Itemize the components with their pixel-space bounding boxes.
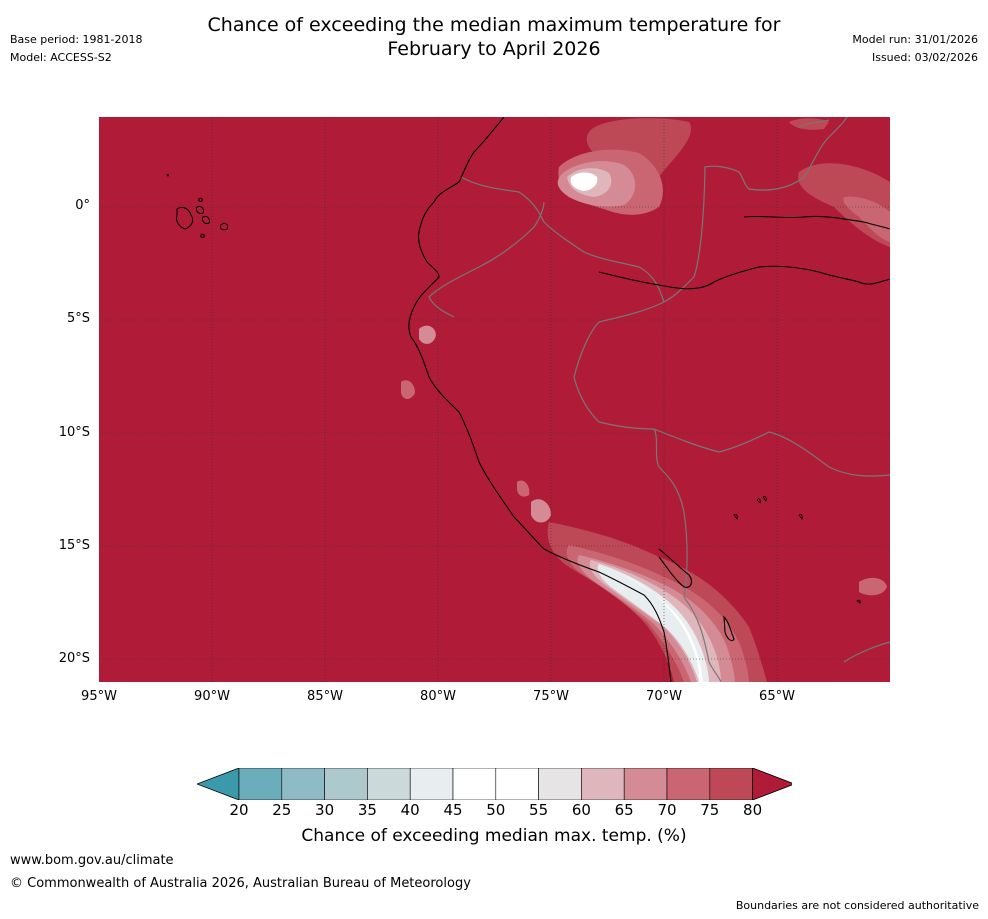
lat-label-0: 0° — [75, 198, 90, 213]
colorbar-arrow-high — [752, 767, 796, 801]
colorbar-swatch — [281, 767, 325, 801]
galapagos-islands — [166, 174, 228, 238]
model-run-text: Model run: 31/01/2026 — [852, 33, 978, 46]
base-period-text: Base period: 1981-2018 — [10, 33, 143, 46]
anomaly-spot-coast2 — [531, 499, 551, 523]
lat-label-10s: 10°S — [58, 425, 90, 440]
colorbar-swatch — [367, 767, 411, 801]
colorbar-swatches — [195, 767, 796, 801]
lat-label-20s: 20°S — [58, 651, 90, 666]
colorbar-swatch — [538, 767, 582, 801]
colorbar-swatch — [709, 767, 753, 801]
lon-label-95w: 95°W — [81, 689, 117, 704]
anomaly-north — [557, 118, 692, 215]
map-title-line1: Chance of exceeding the median maximum t… — [207, 14, 781, 36]
forecast-map — [99, 117, 890, 682]
lon-label-90w: 90°W — [194, 689, 230, 704]
copyright-text: © Commonwealth of Australia 2026, Austra… — [10, 876, 471, 891]
colorbar-tick-label: 50 — [486, 801, 506, 819]
anomaly-spot-east — [859, 577, 887, 596]
colorbar-swatch — [238, 767, 283, 801]
colorbar-tick-label: 75 — [700, 801, 720, 819]
lon-label-70w: 70°W — [646, 689, 682, 704]
country-borders — [428, 117, 890, 682]
model-text: Model: ACCESS-S2 — [10, 51, 112, 64]
colorbar-swatch — [623, 767, 668, 801]
colorbar — [195, 767, 796, 801]
graticule — [99, 117, 890, 682]
colorbar-tick-label: 65 — [614, 801, 634, 819]
colorbar-swatch — [666, 767, 711, 801]
colorbar-tick-label: 70 — [657, 801, 677, 819]
colorbar-tick-label: 20 — [229, 801, 249, 819]
lakes — [733, 495, 861, 604]
colorbar-tick-label: 45 — [443, 801, 463, 819]
anomaly-spot-coast1 — [517, 480, 530, 497]
colorbar-swatch — [581, 767, 625, 801]
anomaly-spot-peru — [401, 380, 415, 399]
colorbar-tick-label: 25 — [272, 801, 292, 819]
colorbar-tick-label: 60 — [571, 801, 591, 819]
map-background — [99, 117, 890, 682]
colorbar-swatch — [495, 767, 539, 801]
disclaimer-text: Boundaries are not considered authoritat… — [735, 899, 979, 912]
colorbar-tick-label: 30 — [315, 801, 335, 819]
colorbar-tick-label: 40 — [400, 801, 420, 819]
colorbar-tick-label: 80 — [743, 801, 763, 819]
lon-label-75w: 75°W — [533, 689, 569, 704]
colorbar-swatch — [452, 767, 497, 801]
coastlines — [408, 117, 890, 682]
colorbar-swatch — [324, 767, 368, 801]
anomaly-spot-ecuador — [419, 325, 436, 344]
website-text: www.bom.gov.au/climate — [10, 853, 174, 868]
anomaly-northeast — [789, 118, 890, 247]
issued-text: Issued: 03/02/2026 — [871, 51, 978, 64]
lat-label-15s: 15°S — [58, 538, 90, 553]
map-title-line2: February to April 2026 — [387, 38, 601, 60]
colorbar-tick-label: 35 — [357, 801, 377, 819]
anomaly-andes — [547, 522, 767, 682]
lon-label-85w: 85°W — [307, 689, 343, 704]
colorbar-arrow-low — [195, 767, 240, 801]
lon-label-80w: 80°W — [420, 689, 456, 704]
colorbar-swatch — [409, 767, 454, 801]
colorbar-label: Chance of exceeding median max. temp. (%… — [301, 826, 687, 846]
lon-label-65w: 65°W — [759, 689, 795, 704]
lat-label-5s: 5°S — [66, 311, 90, 326]
colorbar-tick-label: 55 — [529, 801, 549, 819]
map-canvas — [99, 117, 890, 682]
